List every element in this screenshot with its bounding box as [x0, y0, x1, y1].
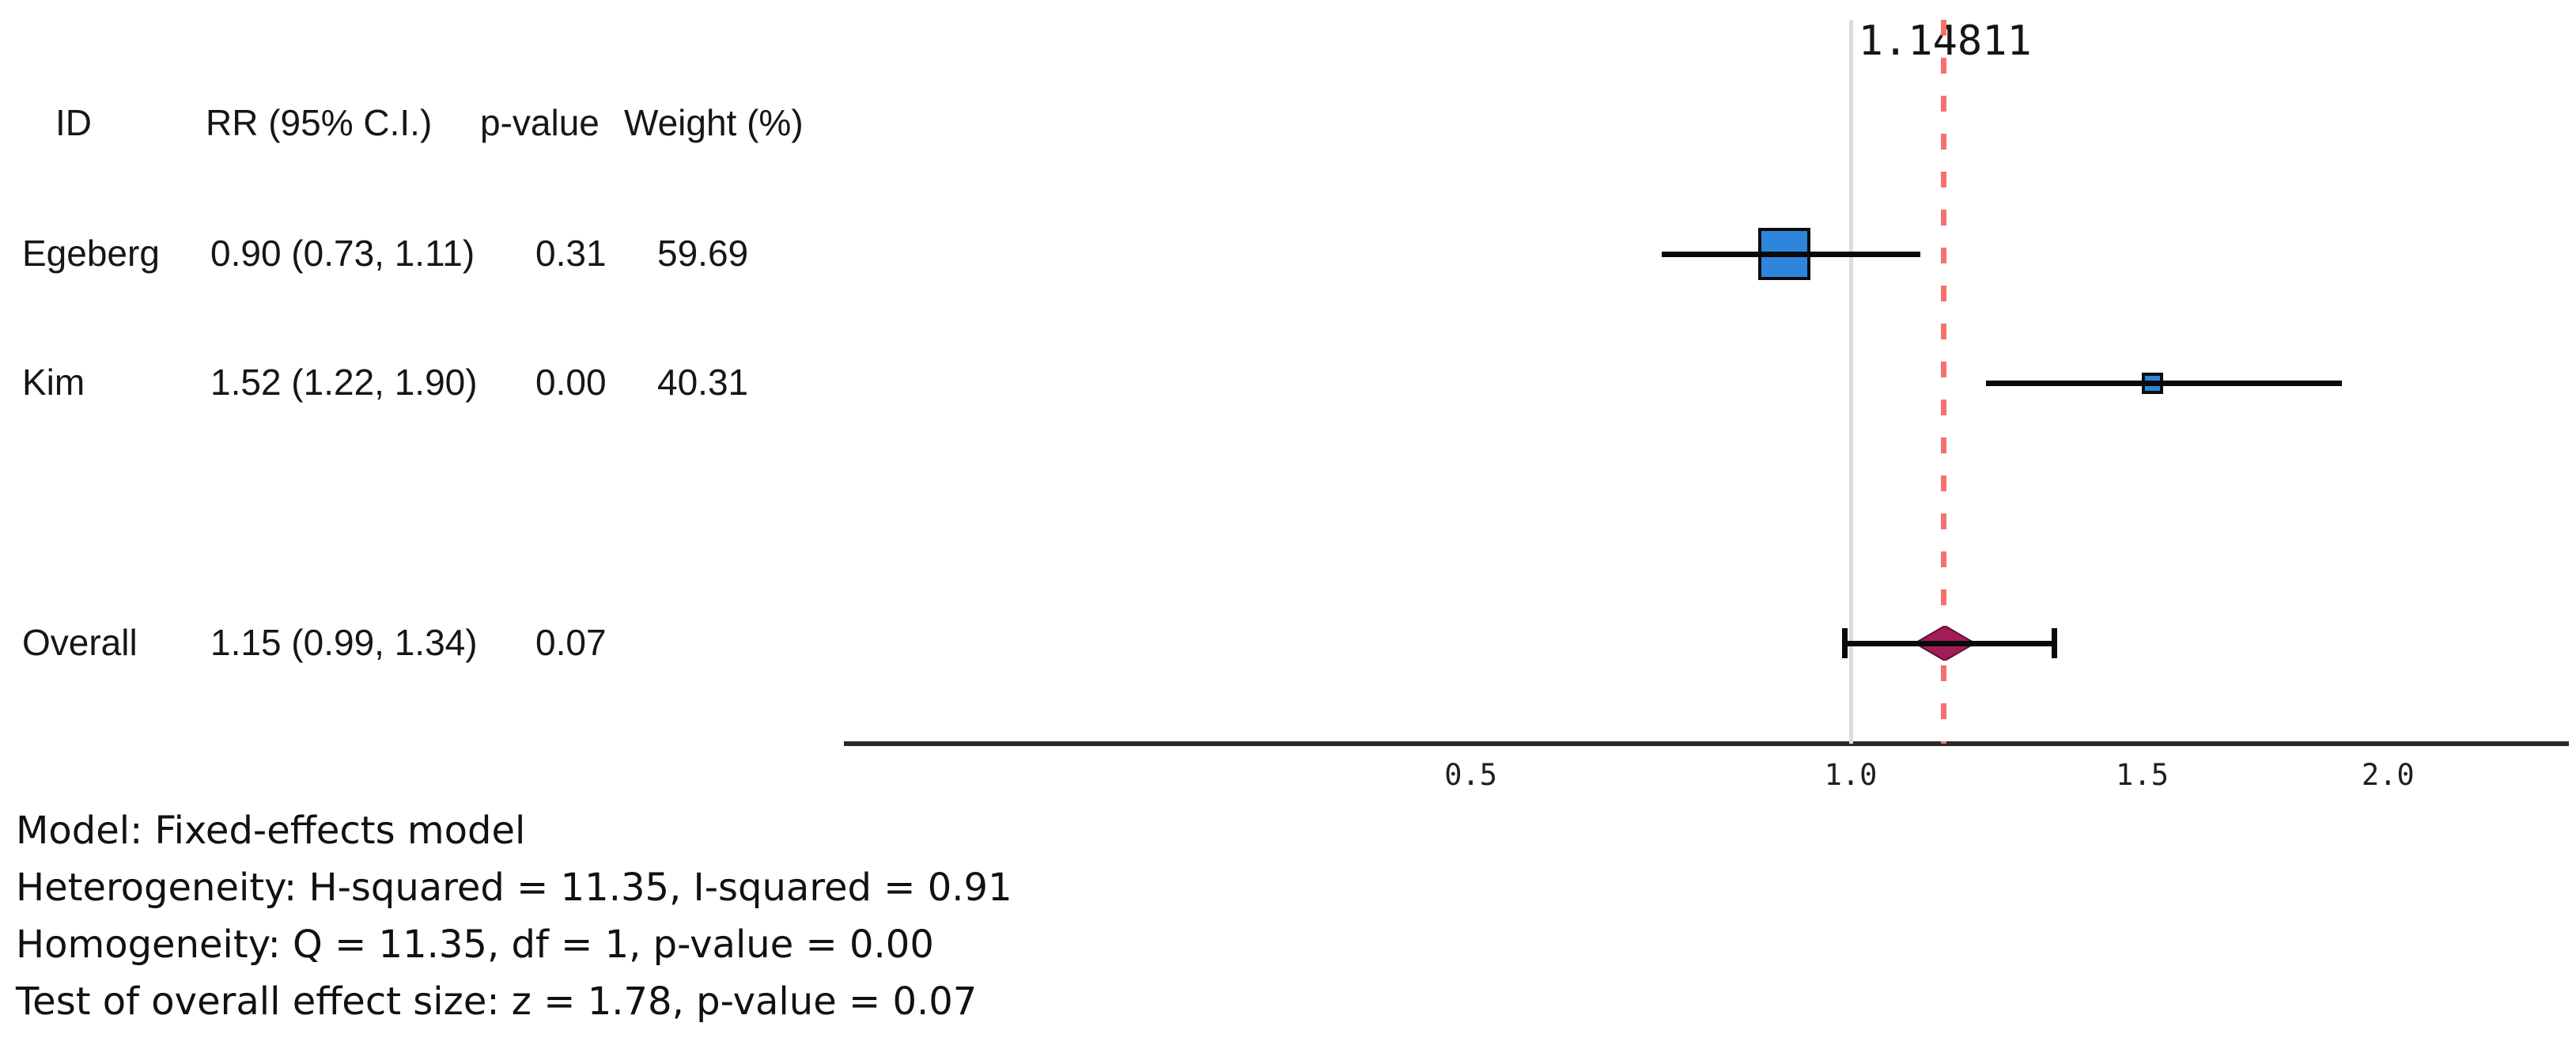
overall-rr-ci: 1.15 (0.99, 1.34) [210, 622, 478, 663]
study-id: Kim [22, 362, 85, 403]
study-ci-line [1662, 252, 1920, 257]
study-rr-ci: 0.90 (0.73, 1.11) [210, 233, 475, 274]
x-axis-tick-label: 2.0 [2361, 758, 2415, 792]
study-weight: 40.31 [657, 362, 749, 403]
overall-ci-right-cap [2052, 628, 2058, 658]
reference-line [1849, 20, 1853, 744]
overall-label: Overall [22, 622, 138, 663]
x-axis-tick-label: 1.0 [1824, 758, 1878, 792]
study-p-value: 0.00 [535, 362, 607, 403]
x-axis-line [844, 741, 2569, 746]
homogeneity-note: Homogeneity: Q = 11.35, df = 1, p-value … [16, 922, 934, 967]
heterogeneity-note: Heterogeneity: H-squared = 11.35, I-squa… [16, 866, 1012, 910]
column-header-rr-ci: RR (95% C.I.) [206, 102, 433, 143]
x-axis-tick-label: 1.5 [2116, 758, 2169, 792]
study-ci-line [1986, 381, 2342, 386]
column-header-weight: Weight (%) [624, 102, 804, 143]
study-p-value: 0.31 [535, 233, 607, 274]
model-note: Model: Fixed-effects model [16, 809, 526, 853]
overall-p-value: 0.07 [535, 622, 607, 663]
overall-ci-line [1844, 641, 2056, 646]
column-header-id: ID [55, 102, 92, 143]
overall-effect-line [1941, 20, 1947, 744]
study-rr-ci: 1.52 (1.22, 1.90) [210, 362, 478, 403]
column-header-p-value: p-value [480, 102, 600, 143]
overall-test-note: Test of overall effect size: z = 1.78, p… [16, 979, 978, 1024]
study-weight: 59.69 [657, 233, 749, 274]
study-id: Egeberg [22, 233, 160, 274]
x-axis-tick-label: 0.5 [1444, 758, 1498, 792]
overall-ci-left-cap [1841, 628, 1848, 658]
